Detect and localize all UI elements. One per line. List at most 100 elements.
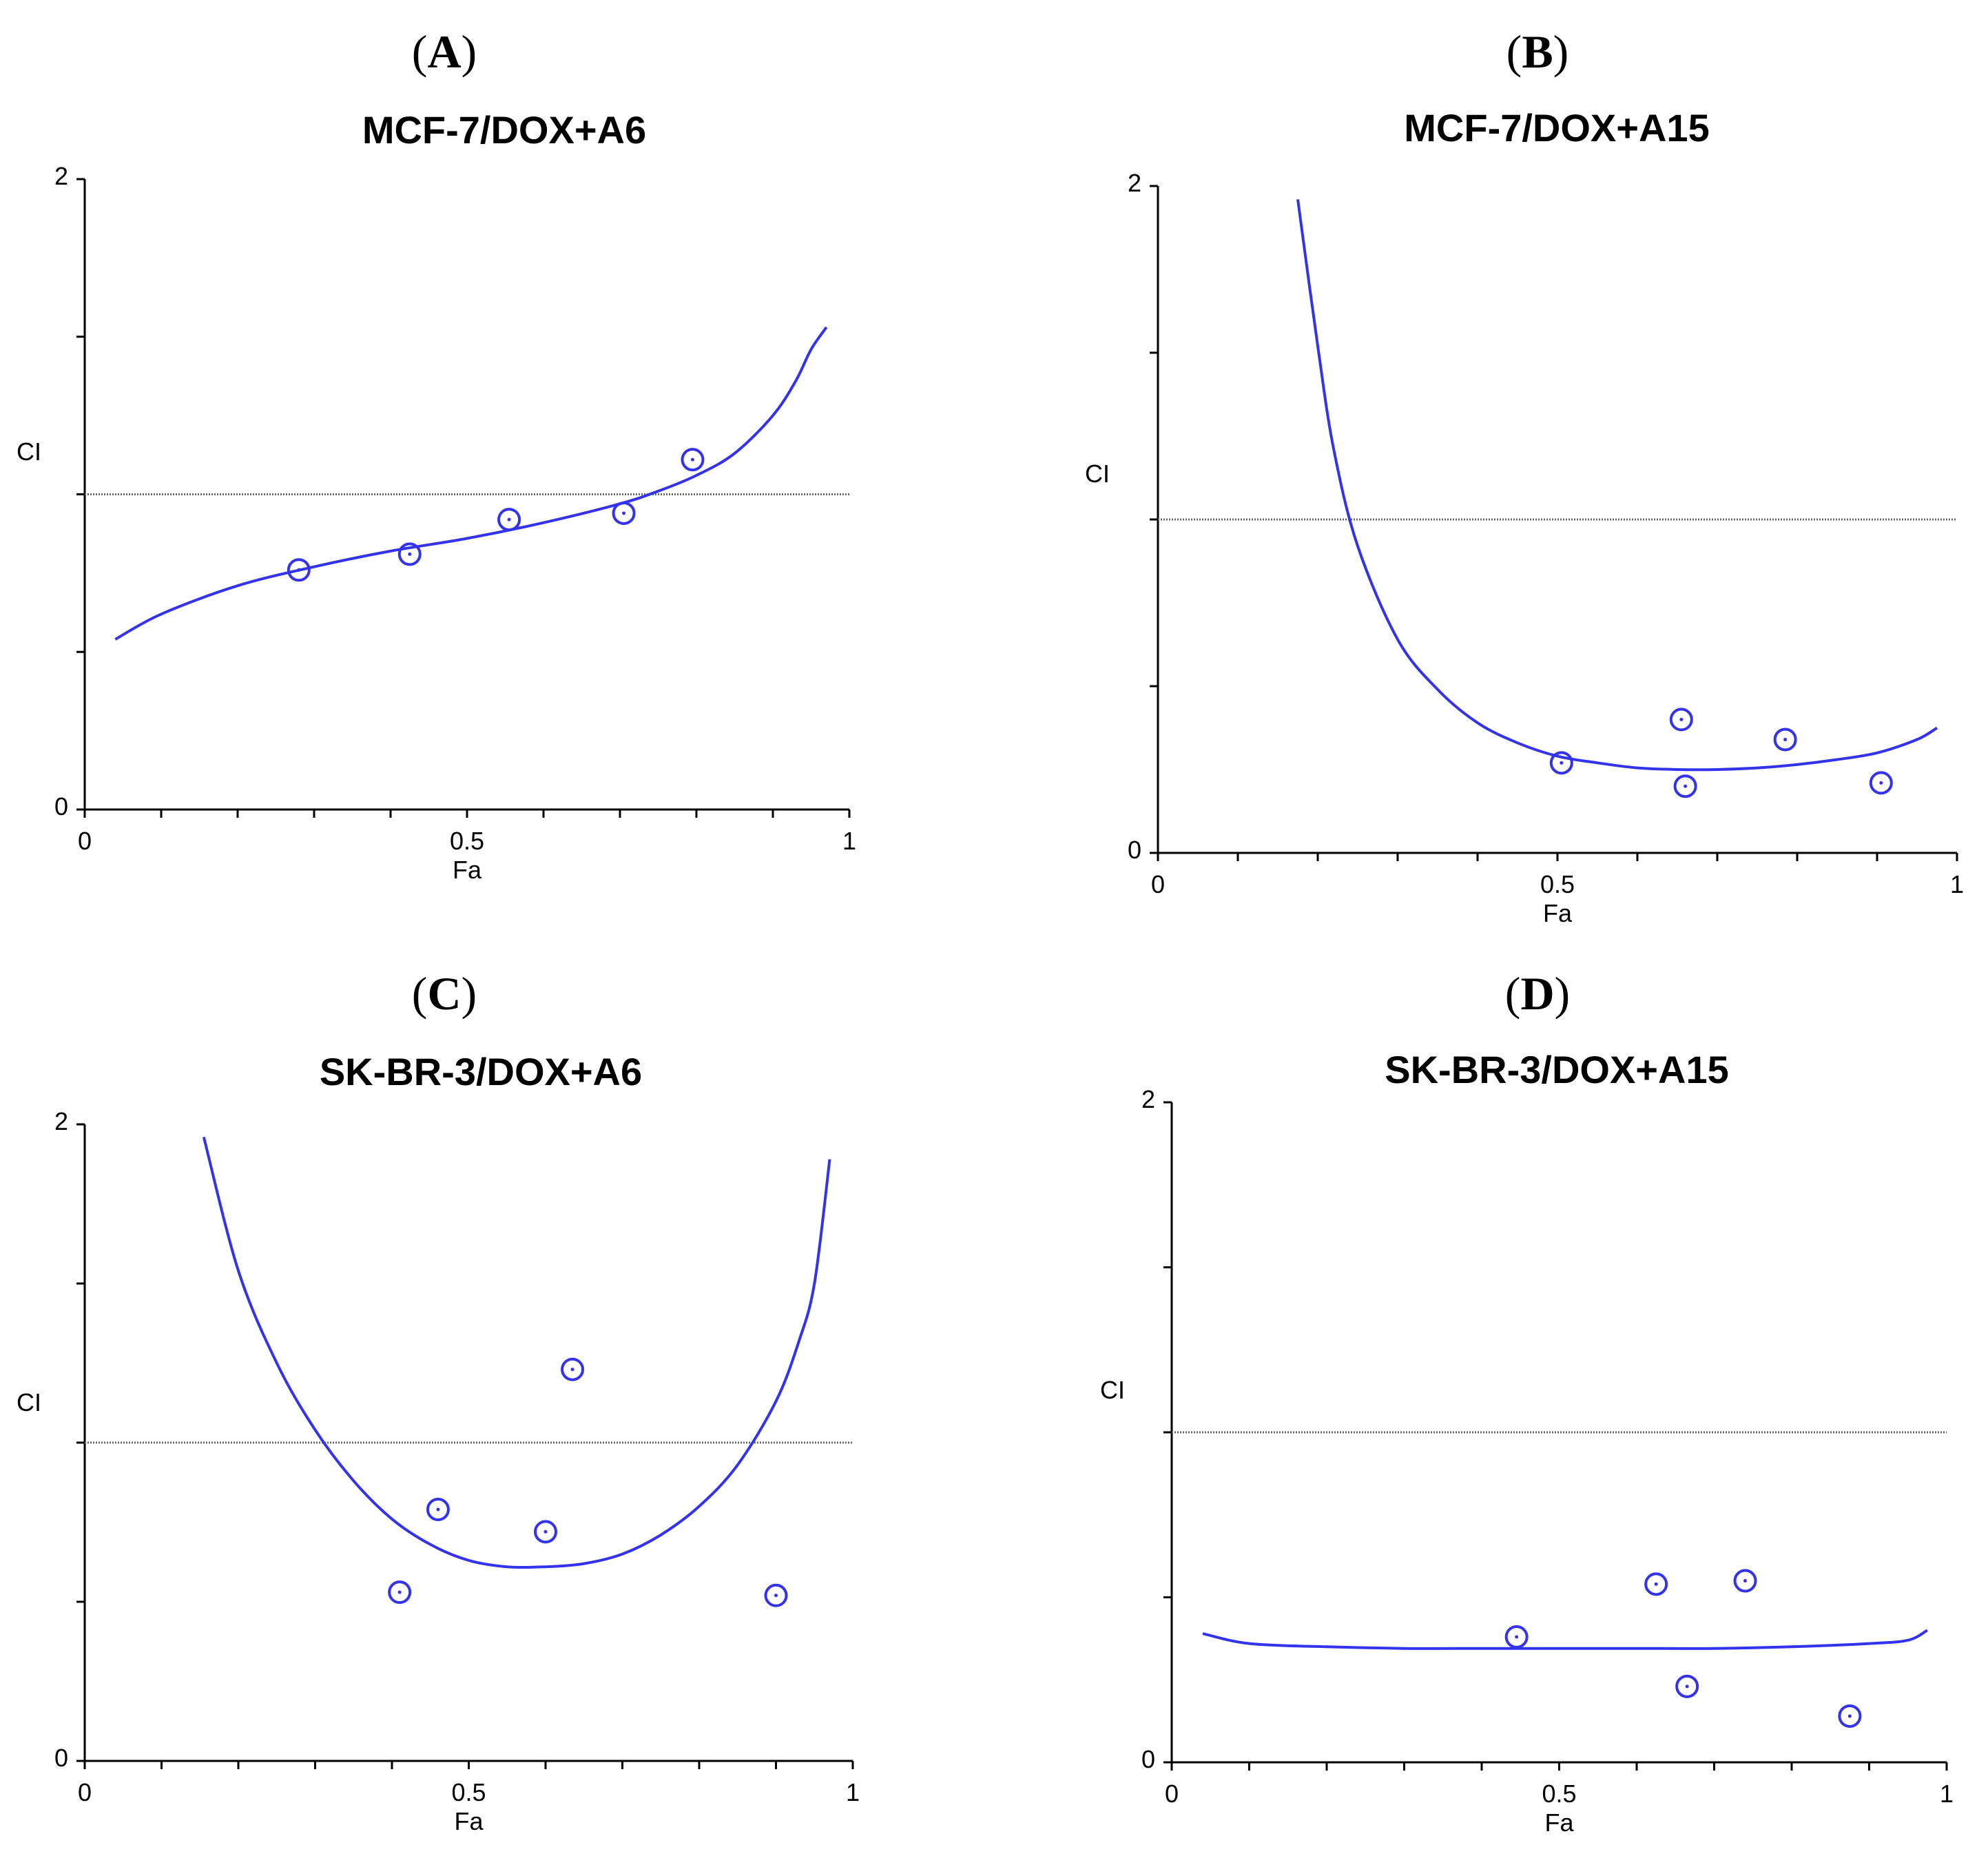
fitted-curve (114, 326, 828, 641)
panel-letter-char: D (1520, 967, 1554, 1020)
panel-B: (B) MCF-7/DOX+A15 0 0.5 1 0 2 Fa CI (1085, 25, 1964, 927)
data-point (534, 1520, 557, 1544)
data-point-ring (1733, 1569, 1757, 1593)
x-tick-label: 0.5 (1542, 1780, 1576, 1808)
panel-letter-close-paren: ) (1555, 967, 1571, 1020)
data-point-ring (1669, 708, 1693, 732)
data-point-ring (388, 1580, 412, 1605)
data-point (388, 1580, 412, 1605)
y-tick-label: 2 (54, 162, 68, 190)
data-point-center (297, 568, 301, 572)
panel-letter-open-paren: ( (412, 967, 428, 1020)
y-tick-label: 2 (1128, 169, 1141, 197)
panel-C: (C) SK-BR-3/DOX+A6 0 0.5 1 0 2 Fa CI (17, 967, 860, 1835)
panel-letter-close-paren: ) (462, 25, 477, 78)
data-point-center (1879, 781, 1883, 785)
data-point-center (690, 457, 694, 462)
x-tick-label: 0 (1151, 870, 1165, 898)
data-point-center (570, 1368, 574, 1372)
x-axis-label: Fa (1543, 899, 1573, 927)
data-point-center (1847, 1714, 1852, 1718)
y-axis-label: CI (1100, 1376, 1125, 1404)
y-tick-label: 0 (1141, 1745, 1155, 1773)
data-point (1838, 1704, 1862, 1728)
data-point-center (1679, 717, 1684, 721)
x-axis-label: Fa (1544, 1808, 1574, 1837)
data-point-ring (397, 542, 422, 566)
data-point-center (1743, 1579, 1747, 1583)
y-axis-label: CI (17, 437, 41, 466)
data-point-center (1684, 784, 1688, 788)
data-point (612, 501, 636, 525)
panel-letter: (C) (412, 967, 477, 1020)
data-point (1549, 751, 1573, 775)
y-axis-label: CI (17, 1388, 41, 1416)
data-point (1669, 708, 1693, 732)
chart-title: MCF-7/DOX+A6 (362, 108, 646, 152)
x-tick-label: 1 (1940, 1780, 1954, 1808)
data-point-center (1515, 1635, 1519, 1639)
panel-A: (A) MCF-7/DOX+A6 0 0.5 1 0 2 Fa CI (17, 25, 856, 884)
data-point-ring (1838, 1704, 1862, 1728)
data-point-ring (534, 1520, 557, 1544)
data-point-ring (764, 1583, 788, 1607)
panel-letter-char: A (427, 25, 461, 78)
data-point (497, 508, 521, 532)
data-point-center (507, 517, 511, 522)
data-point-ring (1869, 771, 1893, 795)
y-tick-label: 0 (54, 1744, 68, 1772)
y-tick-label: 2 (1141, 1085, 1155, 1113)
data-point-center (1560, 761, 1564, 765)
data-point (1869, 771, 1893, 795)
panel-D: (D) SK-BR-3/DOX+A15 0 0.5 1 0 2 Fa CI (1100, 967, 1954, 1837)
panel-letter: (A) (412, 25, 477, 78)
y-tick-label: 2 (54, 1107, 68, 1135)
x-tick-label: 0.5 (450, 827, 484, 855)
data-point-center (397, 1590, 402, 1594)
data-point (764, 1583, 788, 1607)
data-point (1675, 1674, 1699, 1698)
panel-letter: (B) (1506, 25, 1569, 78)
data-point-ring (1675, 1674, 1699, 1698)
data-point-ring (497, 508, 521, 532)
panel-letter-char: C (427, 967, 461, 1020)
panel-letter-open-paren: ( (412, 25, 428, 78)
panel-letter-char: B (1522, 25, 1553, 78)
data-point-center (408, 552, 412, 556)
x-tick-label: 0 (1165, 1780, 1179, 1808)
data-point-ring (426, 1498, 450, 1522)
data-point-ring (561, 1357, 585, 1381)
x-tick-label: 0 (78, 827, 92, 855)
x-tick-label: 0.5 (451, 1778, 486, 1806)
x-tick-label: 0 (78, 1778, 92, 1806)
data-point (1733, 1569, 1757, 1593)
fitted-curve (1296, 199, 1938, 772)
x-axis-label: Fa (453, 856, 482, 884)
data-point-center (774, 1594, 778, 1598)
data-point-center (622, 511, 626, 515)
panel-letter: (D) (1505, 967, 1570, 1020)
fitted-curve (202, 1136, 831, 1569)
y-axis-label: CI (1085, 460, 1110, 488)
data-point-ring (1644, 1572, 1668, 1596)
x-axis-label: Fa (454, 1807, 484, 1835)
panel-letter-close-paren: ) (1553, 25, 1569, 78)
data-point-ring (1504, 1625, 1529, 1649)
x-tick-label: 1 (1950, 870, 1964, 898)
x-tick-label: 0.5 (1540, 870, 1575, 898)
data-point-ring (1773, 728, 1797, 752)
chart-title: MCF-7/DOX+A15 (1404, 106, 1709, 149)
data-point-center (436, 1507, 440, 1512)
data-point-center (543, 1529, 548, 1534)
chart-title: SK-BR-3/DOX+A6 (320, 1050, 642, 1093)
data-point-center (1783, 737, 1788, 741)
data-point (426, 1498, 450, 1522)
x-tick-label: 1 (842, 827, 856, 855)
data-point-ring (287, 558, 311, 582)
panel-letter-open-paren: ( (1505, 967, 1521, 1020)
data-point (1673, 774, 1697, 798)
data-point-center (1654, 1582, 1658, 1586)
y-tick-label: 0 (1128, 836, 1141, 864)
data-point (561, 1357, 585, 1381)
data-point-ring (612, 501, 636, 525)
